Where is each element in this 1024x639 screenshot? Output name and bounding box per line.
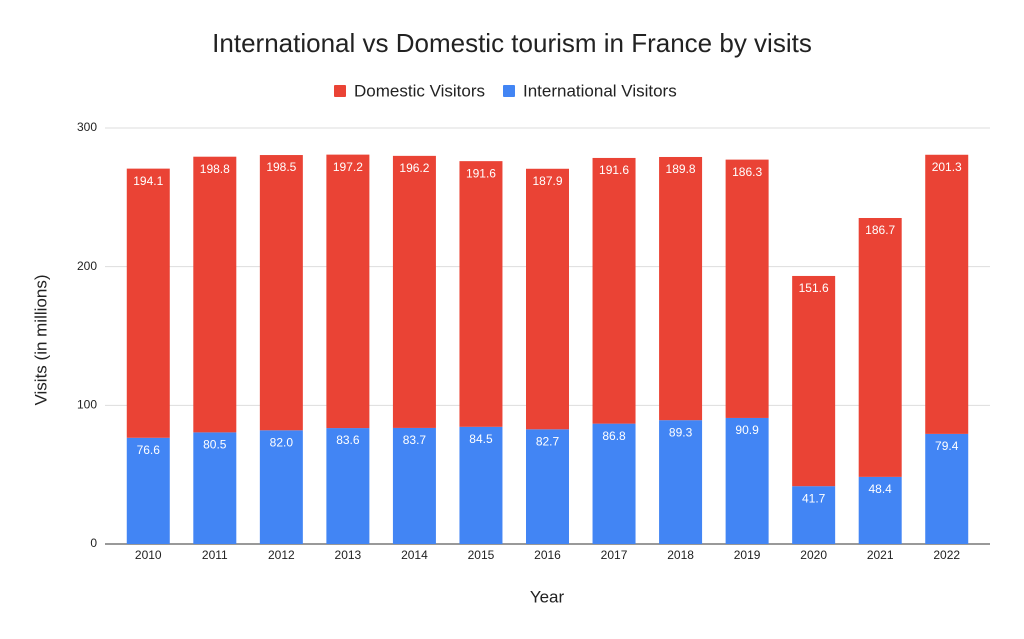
data-label: 79.4 — [935, 439, 959, 453]
data-label: 90.9 — [735, 423, 759, 437]
legend-label: International Visitors — [523, 81, 677, 100]
data-label: 89.3 — [669, 425, 693, 439]
bar-segment — [259, 155, 303, 431]
data-label: 191.6 — [599, 163, 629, 177]
data-label: 80.5 — [203, 438, 227, 452]
x-tick-label: 2011 — [202, 548, 228, 562]
bar-segment — [592, 423, 636, 544]
data-label: 41.7 — [802, 491, 826, 505]
data-label: 197.2 — [333, 160, 363, 174]
bar-segment — [792, 275, 836, 487]
chart-title: International vs Domestic tourism in Fra… — [212, 28, 812, 58]
bar-segment — [925, 154, 969, 434]
x-tick-label: 2015 — [468, 548, 495, 562]
data-label: 83.6 — [336, 433, 360, 447]
x-tick-label: 2018 — [667, 548, 694, 562]
y-tick-label: 0 — [90, 536, 97, 550]
y-axis-label: Visits (in millions) — [31, 275, 50, 406]
data-label: 194.1 — [133, 174, 163, 188]
bar-segment — [659, 420, 703, 544]
data-label: 151.6 — [799, 281, 829, 295]
x-tick-label: 2013 — [335, 548, 362, 562]
data-label: 189.8 — [666, 162, 696, 176]
data-label: 196.2 — [399, 161, 429, 175]
data-label: 76.6 — [137, 443, 161, 457]
data-label: 48.4 — [869, 482, 893, 496]
data-label: 86.8 — [602, 429, 626, 443]
bar-segment — [792, 486, 836, 544]
data-label: 82.7 — [536, 434, 560, 448]
legend-swatch — [503, 85, 515, 97]
legend: Domestic Visitors International Visitors — [334, 81, 677, 100]
data-label: 187.9 — [532, 174, 562, 188]
legend-label: Domestic Visitors — [354, 81, 485, 100]
bar-segment — [392, 155, 436, 428]
data-label: 201.3 — [932, 160, 962, 174]
bar-segment — [326, 154, 370, 429]
data-label: 84.5 — [469, 432, 493, 446]
x-tick-label: 2020 — [800, 548, 827, 562]
bar-segment — [459, 426, 503, 544]
bar-segment — [592, 157, 636, 424]
x-tick-label: 2017 — [601, 548, 628, 562]
data-label: 191.6 — [466, 166, 496, 180]
data-label: 198.8 — [200, 162, 230, 176]
bar-segment — [126, 437, 170, 544]
bar-segment — [858, 476, 902, 544]
x-tick-label: 2022 — [933, 548, 960, 562]
bar-segment — [925, 433, 969, 544]
data-label: 186.7 — [865, 223, 895, 237]
x-tick-label: 2021 — [867, 548, 894, 562]
bar-segment — [193, 432, 237, 544]
x-tick-label: 2012 — [268, 548, 295, 562]
data-label: 82.0 — [270, 435, 294, 449]
x-tick-label: 2019 — [734, 548, 761, 562]
bar-segment — [526, 168, 569, 430]
bar-segment — [126, 168, 170, 438]
x-tick-label: 2016 — [534, 548, 561, 562]
bar-segment — [459, 161, 503, 427]
x-tick-label: 2014 — [401, 548, 428, 562]
bar-segment — [193, 156, 237, 433]
bar-segment — [326, 428, 370, 544]
bar-segment — [659, 156, 703, 421]
x-tick-label: 2010 — [135, 548, 162, 562]
x-axis-label: Year — [530, 587, 565, 606]
bar-segment — [526, 429, 569, 544]
data-label: 83.7 — [403, 433, 427, 447]
y-tick-label: 200 — [77, 259, 97, 273]
data-label: 198.5 — [266, 160, 296, 174]
y-tick-label: 100 — [77, 398, 97, 412]
bar-segment — [392, 427, 436, 544]
bar-segment — [725, 417, 769, 544]
y-tick-label: 300 — [77, 120, 97, 134]
bar-segment — [725, 159, 769, 418]
bar-segment — [259, 430, 303, 544]
data-label: 186.3 — [732, 165, 762, 179]
bar-segment — [858, 217, 902, 477]
legend-swatch — [334, 85, 346, 97]
